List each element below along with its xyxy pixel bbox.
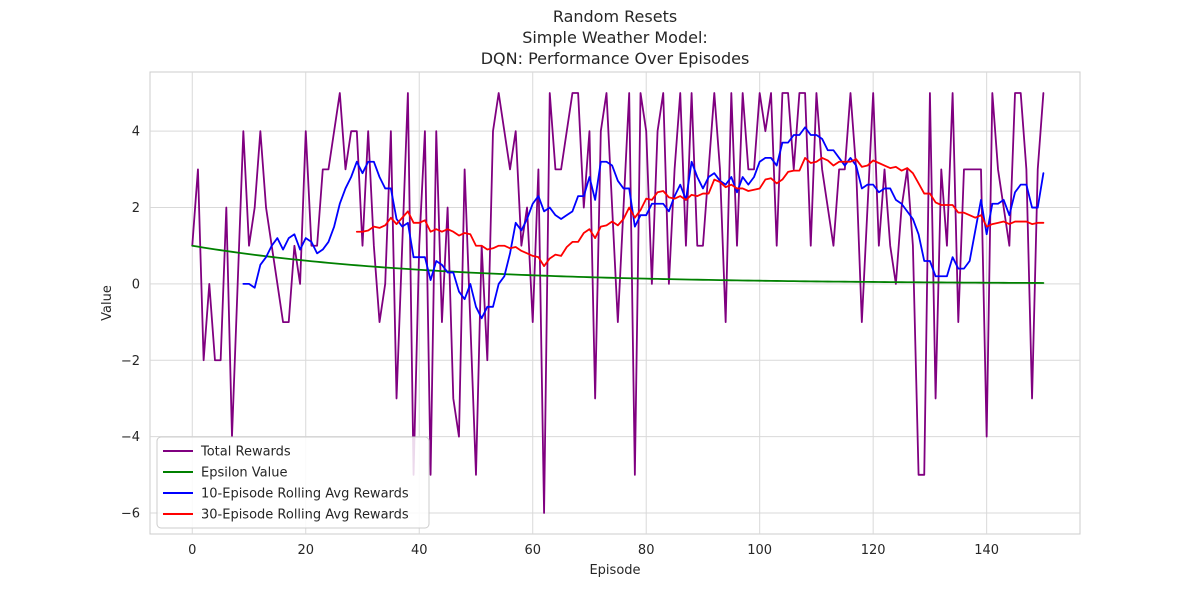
legend: Total Rewards Epsilon Value 10-Episode R… <box>156 436 430 529</box>
x-tick-label: 20 <box>297 543 314 558</box>
y-axis-label: Value <box>100 285 115 321</box>
x-tick-label: 140 <box>974 543 999 558</box>
x-tick-label: 60 <box>524 543 541 558</box>
x-tick-label: 80 <box>638 543 655 558</box>
series-line-rolling-30 <box>355 157 1045 267</box>
x-tick-label: 100 <box>747 543 772 558</box>
series-line-total-rewards <box>191 92 1045 514</box>
series-layer <box>191 92 1045 514</box>
legend-frame <box>156 436 430 529</box>
x-tick-label: 120 <box>861 543 886 558</box>
chart-title-line-1: Random Resets <box>553 7 677 26</box>
y-tick-label: −2 <box>121 354 140 369</box>
legend-label-epsilon: Epsilon Value <box>201 466 288 481</box>
y-tick-label: 0 <box>132 277 140 292</box>
series-line-rolling-10 <box>242 126 1045 320</box>
series-line-epsilon <box>191 244 1045 284</box>
legend-label-total-rewards: Total Rewards <box>200 445 291 460</box>
legend-label-rolling-30: 30-Episode Rolling Avg Rewards <box>201 508 409 523</box>
y-tick-label: 2 <box>132 201 140 216</box>
y-tick-label: −4 <box>121 430 140 445</box>
y-tick-label: −6 <box>121 507 140 522</box>
legend-label-rolling-10: 10-Episode Rolling Avg Rewards <box>201 487 409 502</box>
y-tick-label: 4 <box>132 125 140 140</box>
tick-labels: 0 20 40 60 80 100 120 140 −6 −4 −2 0 2 4 <box>121 125 999 558</box>
x-tick-label: 0 <box>188 543 196 558</box>
x-tick-label: 40 <box>411 543 428 558</box>
chart-title-line-3: DQN: Performance Over Episodes <box>481 49 750 68</box>
chart-title-line-2: Simple Weather Model: <box>522 28 708 47</box>
x-axis-label: Episode <box>589 563 640 578</box>
